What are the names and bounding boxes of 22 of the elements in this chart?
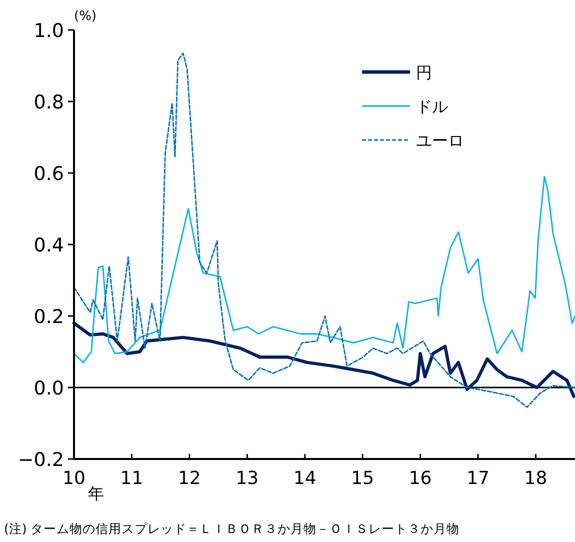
legend-label: ユーロ — [416, 131, 464, 150]
legend-label: 円 — [416, 63, 432, 82]
y-tick-label: 0.6 — [34, 163, 64, 185]
x-tick-label: 11 — [120, 468, 144, 489]
y-tick-label: 1.0 — [34, 20, 64, 42]
y-tick-label: −0.2 — [18, 449, 64, 471]
x-tick-label: 18 — [524, 468, 548, 489]
x-axis-title: 年 — [88, 484, 104, 503]
x-tick-label: 13 — [236, 468, 259, 489]
x-tick-label: 17 — [466, 468, 490, 489]
x-tick-label: 16 — [408, 468, 432, 489]
x-tick-label: 15 — [351, 468, 374, 489]
y-axis-title: (%) — [74, 9, 96, 24]
y-tick-label: 0.2 — [34, 306, 64, 328]
text: (注) ターム物の信用スプレッド＝ＬＩＢＯＲ３か月物－ＯＩＳレート３か月物 — [4, 521, 460, 536]
y-tick-label: 0.4 — [34, 234, 64, 256]
x-tick-label: 10 — [62, 468, 86, 489]
y-tick-label: 0.8 — [34, 92, 64, 114]
legend-label: ドル — [416, 97, 448, 116]
x-tick-label: 12 — [178, 468, 201, 489]
y-tick-label: 0.0 — [34, 378, 64, 400]
x-tick-label: 14 — [293, 468, 316, 489]
